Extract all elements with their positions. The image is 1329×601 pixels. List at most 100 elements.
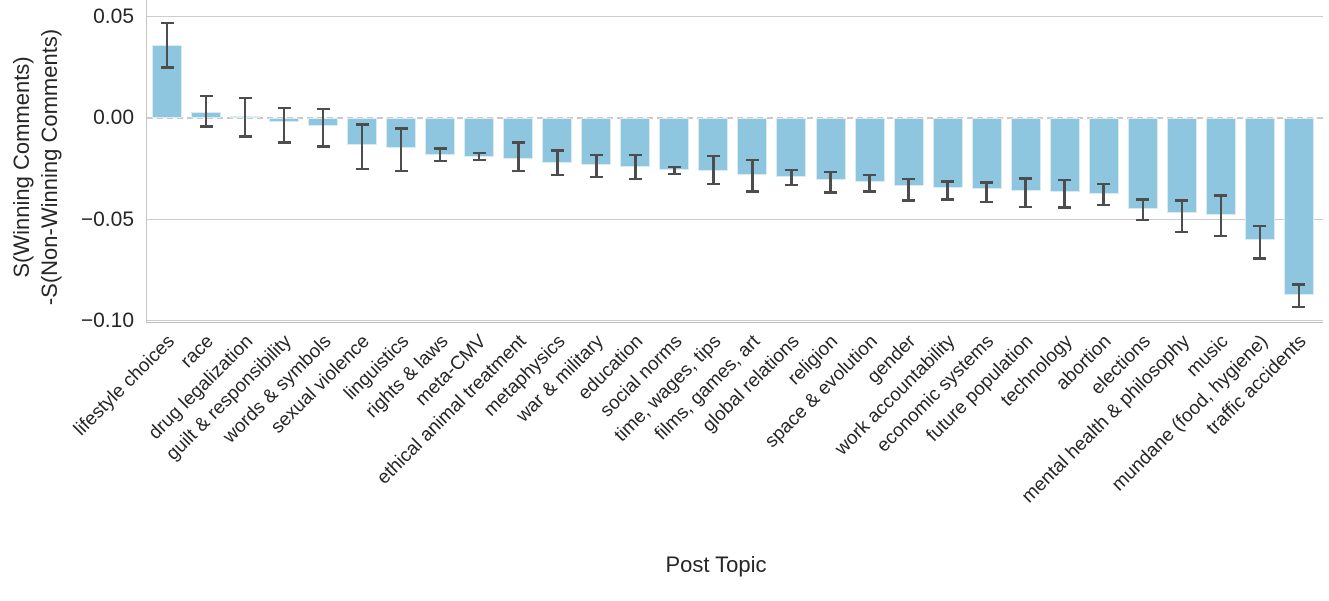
bar <box>1244 118 1275 240</box>
bar <box>1283 118 1314 295</box>
bar <box>1088 118 1119 195</box>
bar <box>1127 118 1158 210</box>
error-bar-cap <box>628 153 642 157</box>
y-axis-label: S(Winning Comments) -S(Non-Winning Comme… <box>8 0 66 338</box>
error-bar-cap <box>277 141 291 144</box>
error-bar-cap <box>355 167 369 171</box>
error-bar-cap <box>1292 283 1306 286</box>
error-bar-line <box>1297 284 1301 307</box>
bar <box>776 118 807 177</box>
error-bar-line <box>1141 199 1144 220</box>
error-bar-cap <box>238 96 252 100</box>
error-bar-cap <box>1019 177 1033 180</box>
error-bar-cap <box>745 190 759 193</box>
error-bar-cap <box>472 151 486 154</box>
error-bar-line <box>751 159 754 192</box>
error-bar-line <box>438 148 442 161</box>
error-bar-cap <box>1214 194 1228 197</box>
error-bar-cap <box>706 182 720 186</box>
error-bar-line <box>634 154 637 179</box>
bar <box>854 118 885 182</box>
error-bar-cap <box>589 175 603 179</box>
error-bar-line <box>1258 225 1262 259</box>
error-bar-cap <box>277 106 291 110</box>
error-bar-line <box>556 150 559 175</box>
error-bar-cap <box>433 159 447 163</box>
error-bar-cap <box>1019 205 1033 209</box>
error-bar-line <box>946 181 949 200</box>
error-bar-cap <box>199 94 213 98</box>
error-bar-line <box>868 174 871 192</box>
bar <box>659 118 690 170</box>
error-bar-line <box>673 166 676 174</box>
error-bar-line <box>907 178 910 201</box>
error-bar-cap <box>394 127 408 130</box>
error-bar-cap <box>199 125 213 128</box>
zero-baseline <box>147 117 1323 119</box>
error-bar-cap <box>1058 206 1072 209</box>
error-bar-cap <box>941 180 955 183</box>
x-axis-title: Post Topic <box>665 552 767 577</box>
gridline <box>147 320 1323 321</box>
y-axis-label-line1: S(Winning Comments) <box>9 56 34 278</box>
error-bar-cap <box>745 158 759 162</box>
error-bar-cap <box>472 158 486 162</box>
error-bar-cap <box>667 165 681 169</box>
error-bar-cap <box>824 170 837 174</box>
error-bar-cap <box>980 181 994 184</box>
error-bar-cap <box>316 107 330 111</box>
error-bar-cap <box>316 145 330 148</box>
error-bar-line <box>790 169 793 185</box>
error-bar-line <box>1180 200 1184 232</box>
error-bar-line <box>204 95 208 127</box>
error-bar-line <box>1102 183 1105 205</box>
error-bar-cap <box>160 66 174 69</box>
error-bar-cap <box>1253 257 1267 260</box>
error-bar-line <box>243 97 247 137</box>
error-bar-cap <box>784 168 798 172</box>
error-bar-line <box>829 171 832 193</box>
error-bar-cap <box>1292 305 1306 309</box>
error-bar-cap <box>1097 182 1111 186</box>
error-bar-line <box>321 108 325 147</box>
error-bar-cap <box>824 191 837 194</box>
y-axis-label-line2: -S(Non-Winning Comments) <box>37 28 62 306</box>
error-bar-cap <box>589 153 603 157</box>
error-bar-line <box>165 22 169 68</box>
error-bar-cap <box>863 173 877 177</box>
y-tick-label: 0.00 <box>93 106 134 129</box>
bar <box>893 118 924 186</box>
error-bar-cap <box>1136 218 1150 221</box>
y-tick-label: −0.10 <box>80 309 134 332</box>
error-bar-line <box>985 182 988 202</box>
error-bar-cap <box>160 21 174 25</box>
error-bar-line <box>712 155 715 184</box>
error-bar-cap <box>902 177 916 181</box>
bar <box>932 118 963 189</box>
error-bar-cap <box>394 169 408 173</box>
error-bar-line <box>1024 178 1027 207</box>
error-bar-line <box>477 152 481 160</box>
error-bar-cap <box>238 135 252 138</box>
error-bar-cap <box>1214 234 1228 238</box>
y-tick-label: 0.05 <box>93 4 134 28</box>
error-bar-cap <box>706 154 720 158</box>
error-bar-cap <box>667 172 681 176</box>
error-bar-cap <box>1175 199 1189 202</box>
y-tick-label: −0.05 <box>80 207 134 231</box>
error-bar-cap <box>941 198 955 201</box>
error-bar-line <box>1063 179 1066 208</box>
error-bar-line <box>517 142 520 171</box>
error-bar-cap <box>1058 178 1072 182</box>
error-bar-cap <box>1175 230 1189 234</box>
error-bar-line <box>360 124 364 169</box>
error-bar-cap <box>355 123 369 126</box>
error-bar-cap <box>628 177 642 181</box>
error-bar-cap <box>511 141 525 144</box>
error-bar-cap <box>433 147 447 150</box>
plot-area <box>146 0 1323 323</box>
error-bar-cap <box>550 149 564 152</box>
gridline <box>147 218 1323 220</box>
error-bar-cap <box>863 190 877 193</box>
